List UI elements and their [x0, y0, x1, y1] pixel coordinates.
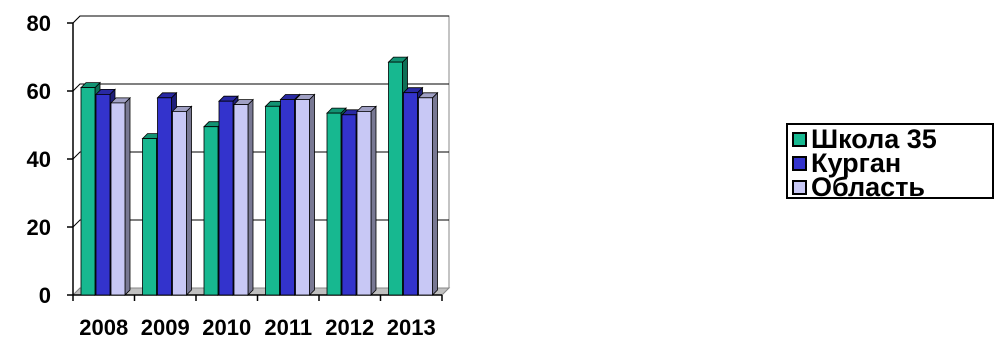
- legend-label-school: Школа 35: [811, 124, 937, 154]
- legend-label-region: Область: [811, 172, 926, 202]
- axes: [67, 22, 443, 301]
- bar: [356, 105, 377, 296]
- x-tick-label: 2011: [264, 315, 312, 338]
- gridline: [72, 219, 449, 228]
- x-tick-label: 2013: [387, 315, 436, 338]
- legend-label-kurgan: Курган: [811, 148, 902, 178]
- x-tick-labels: 2008 2009 2010 2011 2012 2013: [79, 315, 435, 338]
- x-tick-label: 2008: [79, 315, 128, 338]
- y-tick-label: 40: [27, 147, 51, 172]
- y-tick-labels: 0 20 40 60 80: [27, 11, 51, 308]
- y-tick-label: 80: [27, 11, 51, 36]
- bars: [80, 56, 439, 296]
- legend-item-region: Область: [792, 172, 992, 202]
- bar: [171, 105, 193, 296]
- y-tick-label: 0: [39, 283, 51, 308]
- bar: [294, 93, 316, 296]
- y-tick-label: 20: [27, 215, 51, 240]
- gridlines: [72, 15, 449, 228]
- gridline: [72, 83, 449, 92]
- x-tick-label: 2012: [325, 315, 374, 338]
- bar: [110, 96, 131, 296]
- bar: [417, 91, 439, 296]
- x-tick-label: 2010: [202, 315, 251, 338]
- gridline: [72, 15, 449, 24]
- gridline: [72, 151, 449, 160]
- legend-swatch-school: [792, 131, 807, 147]
- legend-item-kurgan: Курган: [792, 148, 992, 178]
- x-tick-label: 2009: [141, 315, 190, 338]
- y-tick-label: 60: [27, 79, 51, 104]
- legend-swatch-region: [792, 179, 807, 195]
- legend: Школа 35 Курган Область: [786, 123, 994, 202]
- legend-swatch-kurgan: [792, 155, 807, 171]
- bar: [233, 98, 254, 296]
- legend-item-school: Школа 35: [792, 124, 992, 154]
